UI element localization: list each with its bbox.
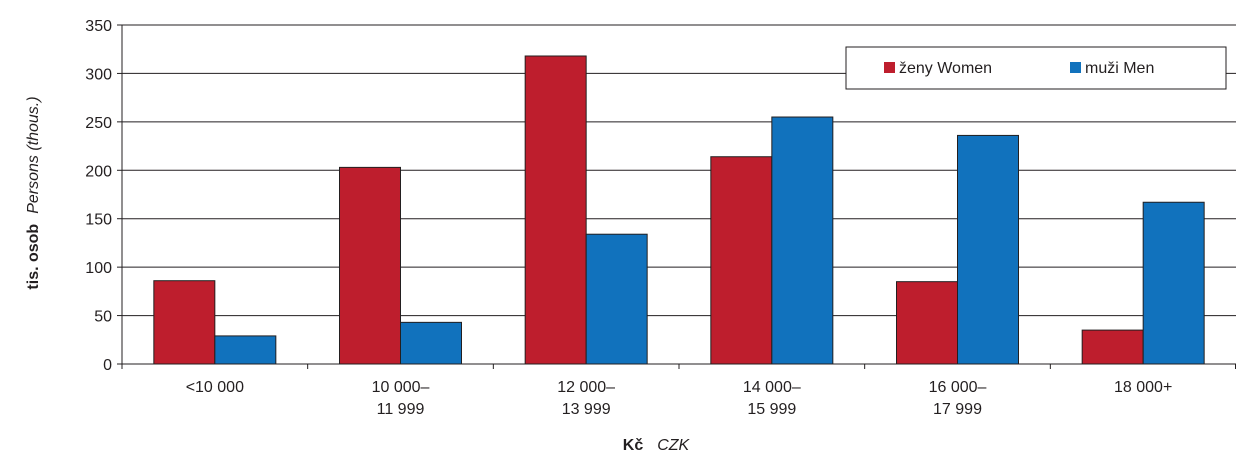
x-tick-label: 10 000–: [372, 379, 430, 396]
y-tick-label: 200: [85, 163, 112, 180]
bar-men-3: [771, 116, 834, 365]
y-tick-labels: 0 50 100 150 200 250 300 350: [85, 18, 112, 374]
x-tick-label: 12 000–: [557, 379, 615, 396]
x-tick-label: 17 999: [933, 401, 982, 418]
legend: ženy Women muži Men: [845, 46, 1227, 90]
x-axis-title-italic: CZK: [657, 437, 690, 454]
bar-men-0: [214, 335, 277, 365]
y-tick-label: 0: [103, 357, 112, 374]
legend-frame: [845, 46, 1227, 90]
y-tick-label: 100: [85, 260, 112, 277]
y-tick-label: 350: [85, 18, 112, 35]
x-tick-label: 18 000+: [1114, 379, 1172, 396]
gridlines: [117, 24, 1236, 365]
x-tick-label: 13 999: [562, 401, 611, 418]
bar-women-4: [896, 281, 958, 365]
legend-label-men: muži Men: [1085, 60, 1154, 77]
bar-women-1: [339, 166, 401, 365]
y-axis-title: tis. osob Persons (thous.): [25, 96, 42, 289]
y-axis-title-italic: Persons (thous.): [25, 96, 42, 213]
x-tick-label: 14 000–: [743, 379, 801, 396]
bar-women-2: [524, 55, 587, 365]
bars: [153, 55, 1205, 365]
bar-men-5: [1142, 201, 1205, 365]
bar-women-3: [710, 156, 773, 365]
legend-swatch-women: [884, 62, 895, 73]
bar-men-4: [957, 134, 1019, 365]
y-tick-label: 150: [85, 212, 112, 229]
x-tick-label: 15 999: [747, 401, 796, 418]
bar-women-0: [153, 280, 216, 365]
x-axis-title: Kč CZK: [623, 437, 691, 454]
y-axis-title-bold: tis. osob: [25, 224, 42, 290]
y-tick-label: 300: [85, 66, 112, 83]
x-axis-title-bold: Kč: [623, 437, 644, 454]
legend-label-women: ženy Women: [899, 60, 992, 77]
bar-men-1: [400, 321, 462, 365]
axes: [121, 25, 1236, 369]
x-tick-label: <10 000: [186, 379, 244, 396]
bar-women-5: [1081, 329, 1144, 365]
legend-swatch-men: [1070, 62, 1081, 73]
y-tick-label: 50: [94, 309, 112, 326]
x-tick-labels: <10 000 10 000– 11 999 12 000– 13 999 14 000–…: [186, 379, 1173, 418]
y-tick-label: 250: [85, 115, 112, 132]
x-tick-label: 16 000–: [929, 379, 987, 396]
bar-men-2: [585, 233, 648, 365]
x-tick-label: 11 999: [377, 401, 425, 418]
